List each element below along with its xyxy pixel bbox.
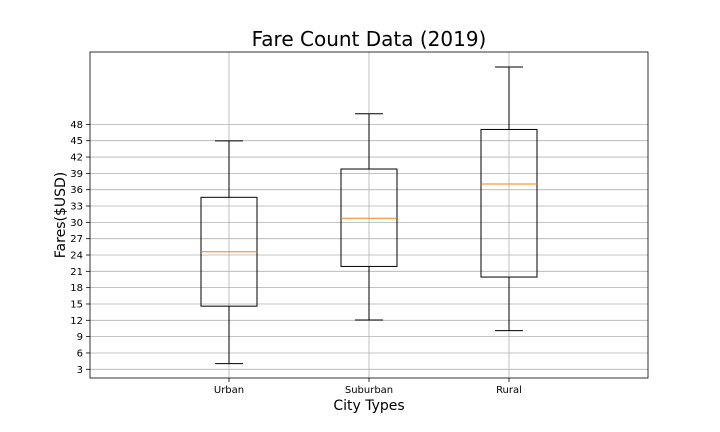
x-axis-label: City Types (333, 398, 404, 414)
x-axis-ticks: Urban Suburban Rural (214, 378, 522, 396)
y-tick-label: 45 (70, 136, 83, 147)
x-tick-label: Urban (214, 385, 244, 396)
y-tick-label: 39 (70, 169, 83, 180)
y-axis-label: Fares($USD) (53, 172, 69, 258)
chart-title: Fare Count Data (2019) (252, 27, 487, 51)
box-rural (480, 66, 538, 332)
y-tick-label: 27 (70, 234, 83, 245)
y-tick-label: 3 (77, 365, 83, 376)
x-tick-label: Rural (496, 385, 522, 396)
y-tick-label: 6 (77, 348, 83, 359)
y-tick-label: 36 (70, 185, 83, 196)
iqr-box (480, 128, 538, 278)
box-layer (200, 66, 538, 365)
y-tick-label: 15 (70, 299, 83, 310)
y-tick-label: 12 (70, 316, 83, 327)
y-tick-label: 9 (77, 332, 83, 343)
iqr-box (340, 168, 398, 267)
box-urban (200, 140, 258, 365)
y-tick-label: 33 (70, 202, 83, 213)
y-tick-label: 48 (70, 120, 83, 131)
y-tick-label: 42 (70, 153, 83, 164)
grid-layer (90, 52, 648, 378)
x-tick-label: Suburban (345, 385, 393, 396)
y-tick-label: 30 (70, 218, 83, 229)
y-tick-label: 24 (70, 251, 83, 262)
box-suburban (340, 113, 398, 321)
y-tick-label: 21 (70, 267, 83, 278)
y-tick-label: 18 (70, 283, 83, 294)
